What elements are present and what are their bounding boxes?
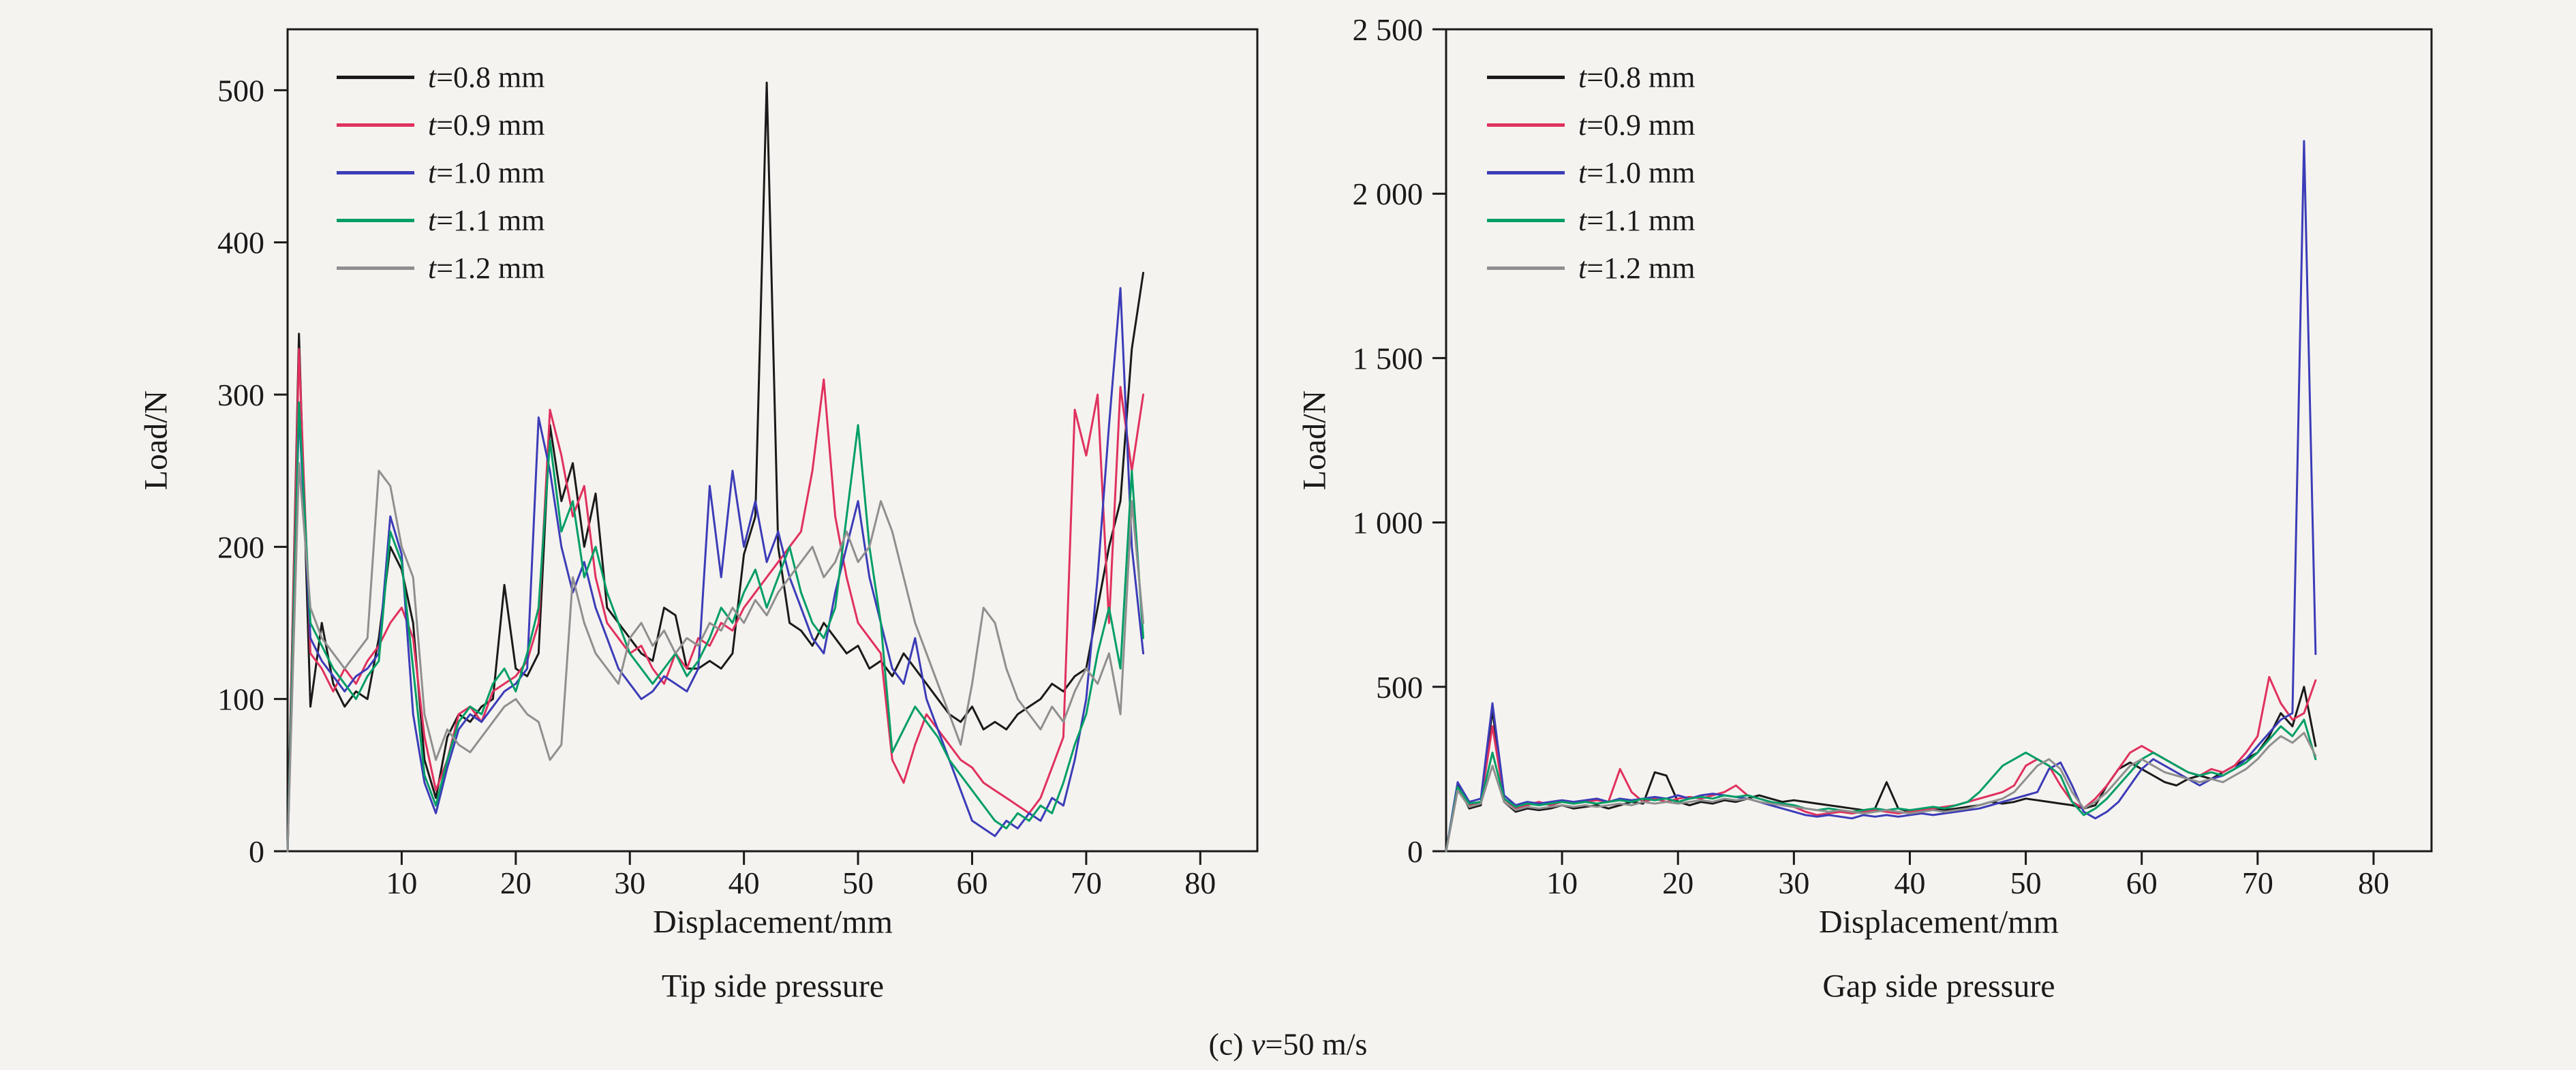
legend-item-label: t=0.9 mm (428, 108, 545, 142)
x-tick-label: 30 (1778, 866, 1809, 900)
legend-item-label: t=1.1 mm (1578, 203, 1696, 237)
x-tick-label: 50 (2010, 866, 2042, 900)
y-tick-label: 1 500 (1353, 341, 1424, 376)
plot-border (286, 28, 1259, 853)
legend-item: t=0.9 mm (337, 101, 545, 149)
left-y-axis-title: Load/N (138, 390, 174, 491)
x-tick-label: 70 (2242, 866, 2273, 900)
legend-item: t=1.2 mm (1487, 244, 1696, 292)
series-line (1445, 686, 2317, 853)
legend-item: t=1.1 mm (1487, 196, 1696, 244)
right-chart-subtitle: Gap side pressure (1822, 968, 2055, 1005)
legend-line-swatch (1487, 123, 1565, 127)
legend-item: t=0.8 mm (1487, 53, 1696, 101)
y-tick-label: 200 (217, 530, 264, 564)
x-tick-label: 50 (842, 866, 874, 900)
series-line (286, 287, 1145, 853)
legend-item: t=1.1 mm (337, 196, 545, 244)
x-tick-label: 10 (386, 866, 417, 900)
legend-line-swatch (337, 218, 414, 222)
y-tick-label: 0 (1407, 834, 1423, 869)
legend-line-swatch (1487, 170, 1565, 174)
right-x-axis-title: Displacement/mm (1819, 904, 2059, 941)
legend-line-swatch (337, 266, 414, 270)
series-line (286, 348, 1145, 853)
x-tick-label: 40 (729, 866, 760, 900)
figure-caption: (c) v=50 m/s (1209, 1026, 1368, 1063)
caption-variable: v (1251, 1026, 1266, 1062)
x-tick-label: 60 (956, 866, 987, 900)
legend-item-label: t=0.9 mm (1578, 108, 1696, 142)
legend-item: t=1.0 mm (1487, 149, 1696, 196)
caption-prefix: (c) (1208, 1026, 1252, 1062)
legend-item-label: t=1.2 mm (1578, 251, 1696, 285)
legend-item: t=1.2 mm (337, 244, 545, 292)
y-tick-label: 2 500 (1353, 12, 1424, 47)
x-tick-label: 20 (500, 866, 532, 900)
y-tick-label: 0 (249, 834, 264, 869)
x-tick-label: 80 (2358, 866, 2389, 900)
legend: t=0.8 mm t=0.9 mm t=1.0 mm t=1.1 mm t=1.2 mm (1487, 53, 1696, 292)
legend: t=0.8 mm t=0.9 mm t=1.0 mm t=1.1 mm t=1.2 mm (337, 53, 545, 292)
x-tick-label: 20 (1662, 866, 1693, 900)
legend-item-label: t=1.1 mm (428, 203, 545, 237)
y-tick-label: 500 (217, 73, 264, 108)
legend-item: t=0.8 mm (337, 53, 545, 101)
y-tick-label: 400 (217, 226, 264, 260)
series-line (286, 462, 1145, 853)
x-tick-label: 10 (1546, 866, 1578, 900)
plot-border (1445, 28, 2433, 853)
series-line (286, 81, 1145, 853)
y-tick-label: 1 000 (1353, 506, 1424, 540)
legend-line-swatch (337, 170, 414, 174)
y-tick-label: 100 (217, 682, 264, 717)
x-tick-label: 60 (2126, 866, 2158, 900)
y-tick-label: 300 (217, 378, 264, 412)
legend-item: t=0.9 mm (1487, 101, 1696, 149)
series-line (286, 401, 1145, 853)
left-x-axis-title: Displacement/mm (653, 904, 893, 941)
legend-item: t=1.0 mm (337, 149, 545, 196)
legend-item-label: t=0.8 mm (428, 60, 545, 94)
right-y-axis-title: Load/N (1296, 390, 1333, 491)
caption-rest: =50 m/s (1265, 1026, 1368, 1062)
legend-item-label: t=0.8 mm (1578, 60, 1696, 94)
series-line (1445, 731, 2317, 853)
y-tick-label: 500 (1376, 670, 1423, 705)
legend-item-label: t=1.0 mm (1578, 155, 1696, 189)
series-line (1445, 718, 2317, 853)
legend-line-swatch (1487, 218, 1565, 222)
legend-item-label: t=1.0 mm (428, 155, 545, 189)
legend-line-swatch (1487, 75, 1565, 79)
x-tick-label: 80 (1184, 866, 1216, 900)
legend-item-label: t=1.2 mm (428, 251, 545, 285)
x-tick-label: 70 (1071, 866, 1102, 900)
x-tick-label: 30 (614, 866, 645, 900)
left-chart-subtitle: Tip side pressure (661, 968, 885, 1005)
legend-line-swatch (337, 123, 414, 127)
series-line (1445, 140, 2317, 853)
legend-line-swatch (1487, 266, 1565, 270)
series-line (1445, 675, 2317, 853)
legend-line-swatch (337, 75, 414, 79)
y-tick-label: 2 000 (1353, 177, 1424, 211)
x-tick-label: 40 (1894, 866, 1925, 900)
